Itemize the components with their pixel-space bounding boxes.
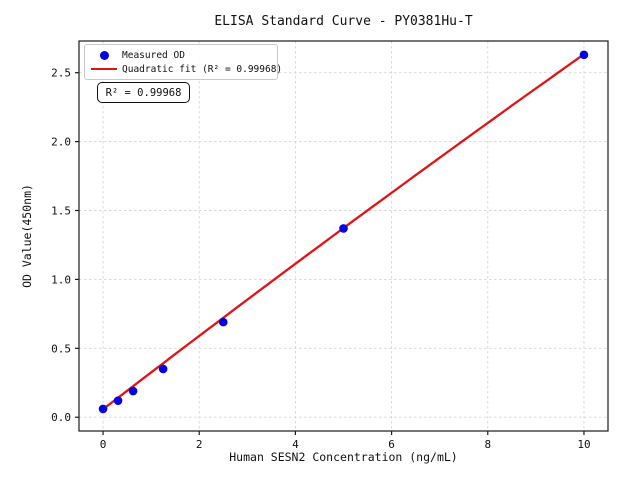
data-point [218,317,228,327]
legend-entry-quadratic-fit: Quadratic fit (R² = 0.99968) [89,62,282,76]
y-tick-label: 1.0 [51,273,71,286]
data-point [339,224,348,233]
legend: Measured OD Quadratic fit (R² = 0.99968) [84,44,282,80]
data-point [158,364,168,374]
x-tick-label: 10 [577,438,590,451]
x-tick-label: 8 [484,438,491,451]
axes-frame [78,40,609,432]
data-point [113,396,123,405]
r-squared-annotation: R² = 0.99968 [97,82,190,103]
data-point [579,50,589,60]
y-tick-label: 2.5 [51,67,71,80]
y-tick-label: 0.0 [51,411,71,424]
data-point [98,404,108,414]
legend-label-quadratic-fit: Quadratic fit (R² = 0.99968) [122,63,283,75]
y-tick-label: 0.5 [51,342,71,355]
x-tick-label: 0 [100,438,107,451]
y-axis-label: OD Value(450nm) [20,184,34,288]
x-axis-label: Human SESN2 Concentration (ng/mL) [229,450,458,464]
chart-title: ELISA Standard Curve - PY0381Hu-T [214,14,473,29]
legend-marker-cell [89,50,119,60]
data-point [128,386,138,396]
x-tick-label: 4 [292,438,299,451]
legend-marker-cell [89,67,119,71]
x-tick-label: 6 [388,438,395,451]
y-tick-label: 1.5 [51,205,71,218]
measured-od-dot-icon [99,50,109,60]
legend-label-measured-od: Measured OD [122,49,185,61]
fit-line-swatch-icon [91,67,117,71]
legend-entry-measured-od: Measured OD [89,48,273,62]
x-tick-label: 2 [196,438,203,451]
y-tick-label: 2.0 [51,136,71,149]
